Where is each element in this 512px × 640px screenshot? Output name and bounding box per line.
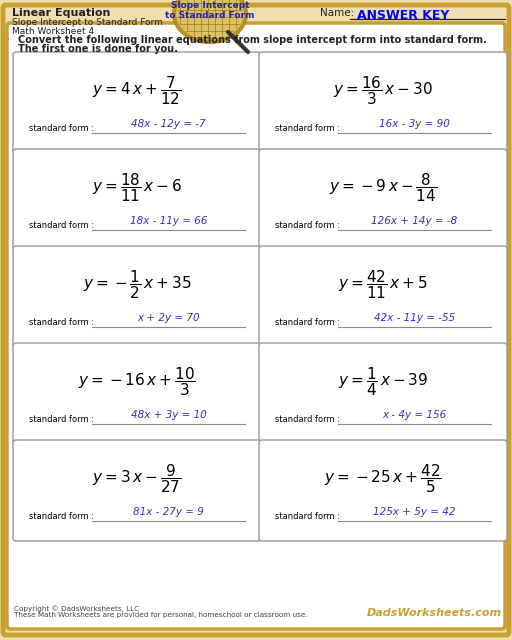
Text: The first one is done for you.: The first one is done for you. [18, 44, 178, 54]
FancyBboxPatch shape [13, 440, 261, 541]
Text: $y = \dfrac{42}{11}\,x + 5$: $y = \dfrac{42}{11}\,x + 5$ [338, 269, 428, 301]
FancyBboxPatch shape [13, 149, 261, 250]
Text: $y = -25\,x + \dfrac{42}{5}$: $y = -25\,x + \dfrac{42}{5}$ [324, 463, 442, 495]
Text: $y = 3\,x - \dfrac{9}{27}$: $y = 3\,x - \dfrac{9}{27}$ [92, 463, 182, 495]
Text: $y = \dfrac{18}{11}\,x - 6$: $y = \dfrac{18}{11}\,x - 6$ [92, 172, 182, 205]
Text: standard form :: standard form : [275, 318, 340, 327]
Text: standard form :: standard form : [275, 415, 340, 424]
Text: DadsWorksheets.com: DadsWorksheets.com [367, 608, 502, 618]
FancyBboxPatch shape [13, 246, 261, 347]
Text: x + 2y = 70: x + 2y = 70 [137, 313, 200, 323]
Text: 125x + 5y = 42: 125x + 5y = 42 [373, 507, 456, 517]
Text: ANSWER KEY: ANSWER KEY [357, 9, 450, 22]
Text: $y = 4\,x + \dfrac{7}{12}$: $y = 4\,x + \dfrac{7}{12}$ [92, 75, 182, 108]
FancyBboxPatch shape [259, 440, 507, 541]
Text: standard form :: standard form : [275, 512, 340, 521]
Text: standard form :: standard form : [29, 124, 94, 133]
Text: standard form :: standard form : [275, 124, 340, 133]
Text: Linear Equation: Linear Equation [12, 8, 111, 18]
Text: standard form :: standard form : [275, 221, 340, 230]
Text: 18x - 11y = 66: 18x - 11y = 66 [130, 216, 207, 226]
Text: These Math Worksheets are provided for personal, homeschool or classroom use.: These Math Worksheets are provided for p… [14, 612, 308, 618]
Text: to Standard Form: to Standard Form [165, 12, 254, 20]
FancyBboxPatch shape [259, 343, 507, 444]
Text: Math Worksheet 4: Math Worksheet 4 [12, 27, 94, 36]
Text: 42x - 11y = -55: 42x - 11y = -55 [374, 313, 455, 323]
Text: 48x + 3y = 10: 48x + 3y = 10 [131, 410, 206, 420]
FancyBboxPatch shape [259, 246, 507, 347]
Text: $y = -16\,x + \dfrac{10}{3}$: $y = -16\,x + \dfrac{10}{3}$ [78, 365, 196, 399]
Text: $y = \dfrac{1}{4}\,x - 39$: $y = \dfrac{1}{4}\,x - 39$ [338, 365, 428, 399]
FancyBboxPatch shape [259, 149, 507, 250]
FancyBboxPatch shape [13, 343, 261, 444]
FancyBboxPatch shape [13, 52, 261, 153]
Text: Copyright © DadsWorksheets, LLC: Copyright © DadsWorksheets, LLC [14, 605, 139, 612]
Text: Slope Intercept: Slope Intercept [170, 1, 249, 10]
Text: $y = \dfrac{16}{3}\,x - 30$: $y = \dfrac{16}{3}\,x - 30$ [333, 75, 433, 108]
FancyBboxPatch shape [259, 52, 507, 153]
FancyBboxPatch shape [7, 23, 505, 629]
Text: standard form :: standard form : [29, 221, 94, 230]
Text: 81x - 27y = 9: 81x - 27y = 9 [133, 507, 204, 517]
Ellipse shape [177, 0, 243, 39]
Ellipse shape [174, 0, 246, 42]
Text: x - 4y = 156: x - 4y = 156 [382, 410, 446, 420]
Text: Convert the following linear equations from slope intercept form into standard f: Convert the following linear equations f… [18, 35, 487, 45]
Text: standard form :: standard form : [29, 415, 94, 424]
Text: 16x - 3y = 90: 16x - 3y = 90 [379, 119, 450, 129]
Text: Slope Intercept to Standard Form: Slope Intercept to Standard Form [12, 18, 163, 27]
Text: 126x + 14y = -8: 126x + 14y = -8 [371, 216, 458, 226]
FancyBboxPatch shape [3, 5, 509, 635]
Text: $y = -9\,x - \dfrac{8}{14}$: $y = -9\,x - \dfrac{8}{14}$ [329, 172, 437, 205]
Text: standard form :: standard form : [29, 318, 94, 327]
Text: Name:: Name: [320, 8, 354, 18]
Text: 48x - 12y = -7: 48x - 12y = -7 [131, 119, 206, 129]
Text: $y = -\dfrac{1}{2}\,x + 35$: $y = -\dfrac{1}{2}\,x + 35$ [82, 269, 191, 301]
Text: standard form :: standard form : [29, 512, 94, 521]
